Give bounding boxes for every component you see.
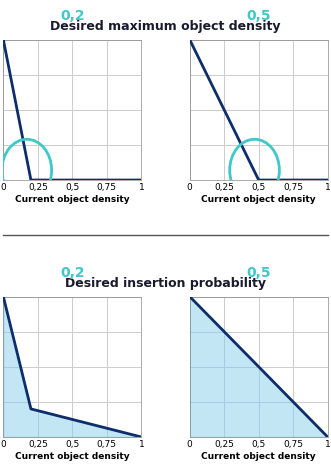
Text: 0,5: 0,5 — [246, 9, 271, 23]
Text: 0,2: 0,2 — [60, 266, 85, 280]
Text: 0,2: 0,2 — [60, 9, 85, 23]
X-axis label: Current object density: Current object density — [15, 452, 130, 461]
X-axis label: Current object density: Current object density — [15, 195, 130, 204]
X-axis label: Current object density: Current object density — [201, 195, 316, 204]
Text: 0,5: 0,5 — [246, 266, 271, 280]
X-axis label: Current object density: Current object density — [201, 452, 316, 461]
Text: Desired maximum object density: Desired maximum object density — [50, 20, 281, 33]
Text: Desired insertion probability: Desired insertion probability — [65, 277, 266, 290]
